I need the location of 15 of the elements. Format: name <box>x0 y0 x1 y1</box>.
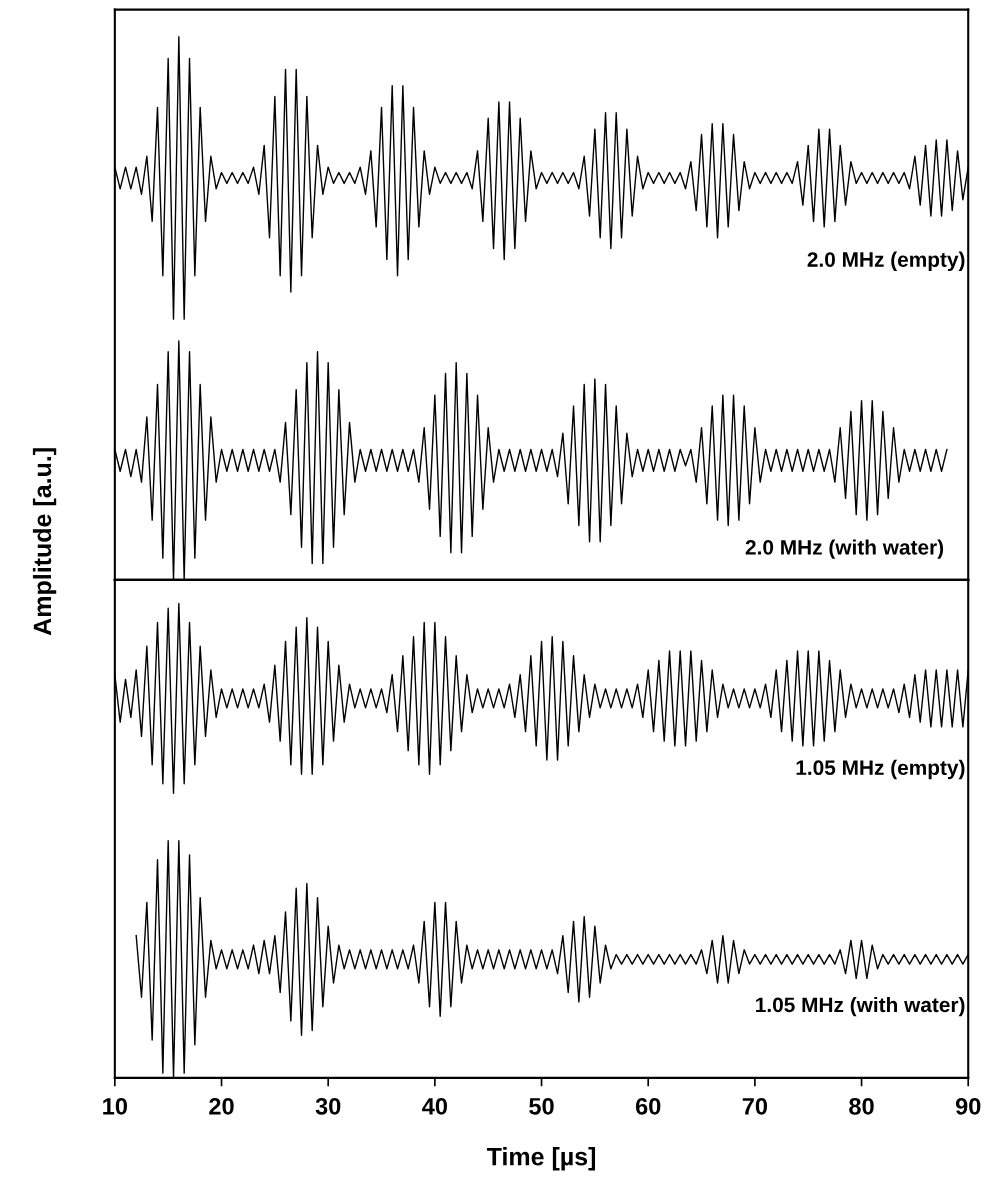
x-axis-title: Time [µs] <box>486 1147 596 1171</box>
x-tick-label: 60 <box>635 1097 661 1115</box>
x-tick-label: 80 <box>849 1097 874 1115</box>
series-label: 2.0 MHz (empty) <box>807 251 965 272</box>
series-label: 1.05 MHz (empty) <box>796 759 965 780</box>
x-tick-label: 90 <box>955 1097 981 1115</box>
series-label: 1.05 MHz (with water) <box>756 996 965 1017</box>
x-tick-label: 30 <box>315 1097 341 1115</box>
x-tick-label: 70 <box>742 1097 768 1115</box>
y-axis-title: Amplitude [a.u.] <box>32 448 57 636</box>
x-tick-label: 50 <box>529 1097 554 1115</box>
x-tick-label: 20 <box>209 1097 234 1115</box>
x-tick-label: 40 <box>422 1097 448 1115</box>
x-tick-label: 10 <box>103 1097 127 1115</box>
series-label: 2.0 MHz (with water) <box>745 539 944 559</box>
